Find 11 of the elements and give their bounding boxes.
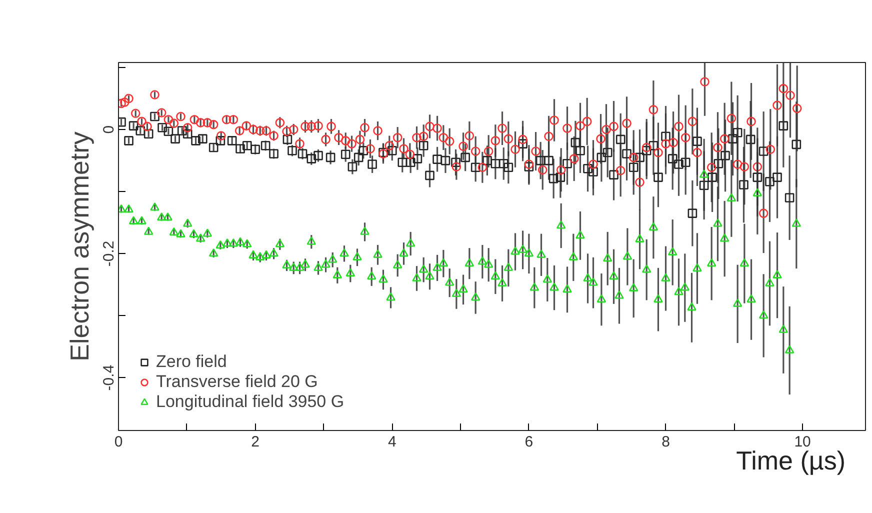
legend-label: Longitudinal field 3950 G	[156, 392, 344, 412]
legend-label: Transverse field 20 G	[156, 372, 318, 392]
y-axis-title: Electron asymmetry	[64, 132, 94, 362]
y-tick-label: 0	[100, 125, 118, 134]
y-tick-label: -0.4	[100, 364, 118, 391]
legend-label: Zero field	[156, 352, 227, 372]
x-tick-label: 6	[524, 434, 534, 450]
x-tick-label: 4	[388, 434, 396, 450]
x-tick-label: 8	[662, 434, 670, 450]
y-tick-label: -0.2	[100, 240, 118, 267]
x-tick-label: 2	[251, 434, 260, 450]
